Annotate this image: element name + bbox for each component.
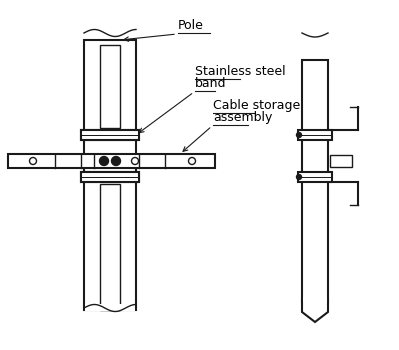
Text: Stainless steel: Stainless steel [195,65,286,78]
Text: Pole: Pole [178,19,204,32]
Text: band: band [195,77,227,90]
Circle shape [296,133,302,138]
Bar [81,130,139,140]
Bar [100,45,120,128]
Bar [81,172,139,182]
Text: Cable storage: Cable storage [213,99,300,112]
Polygon shape [302,300,328,322]
Bar [85,22,135,30]
Bar [330,155,352,167]
Bar [303,297,327,302]
Circle shape [188,158,196,164]
Circle shape [30,158,36,164]
Circle shape [132,158,138,164]
Bar [298,130,332,140]
Bar [84,40,136,310]
Bar [81,172,139,182]
Circle shape [99,156,109,166]
Bar [100,184,120,310]
Bar [303,30,327,37]
Circle shape [296,175,302,180]
Bar [85,304,135,311]
Bar [81,130,139,140]
Text: assembly: assembly [213,111,273,124]
Bar [8,154,215,168]
Circle shape [111,156,120,166]
Bar [298,172,332,182]
Bar [302,60,328,302]
